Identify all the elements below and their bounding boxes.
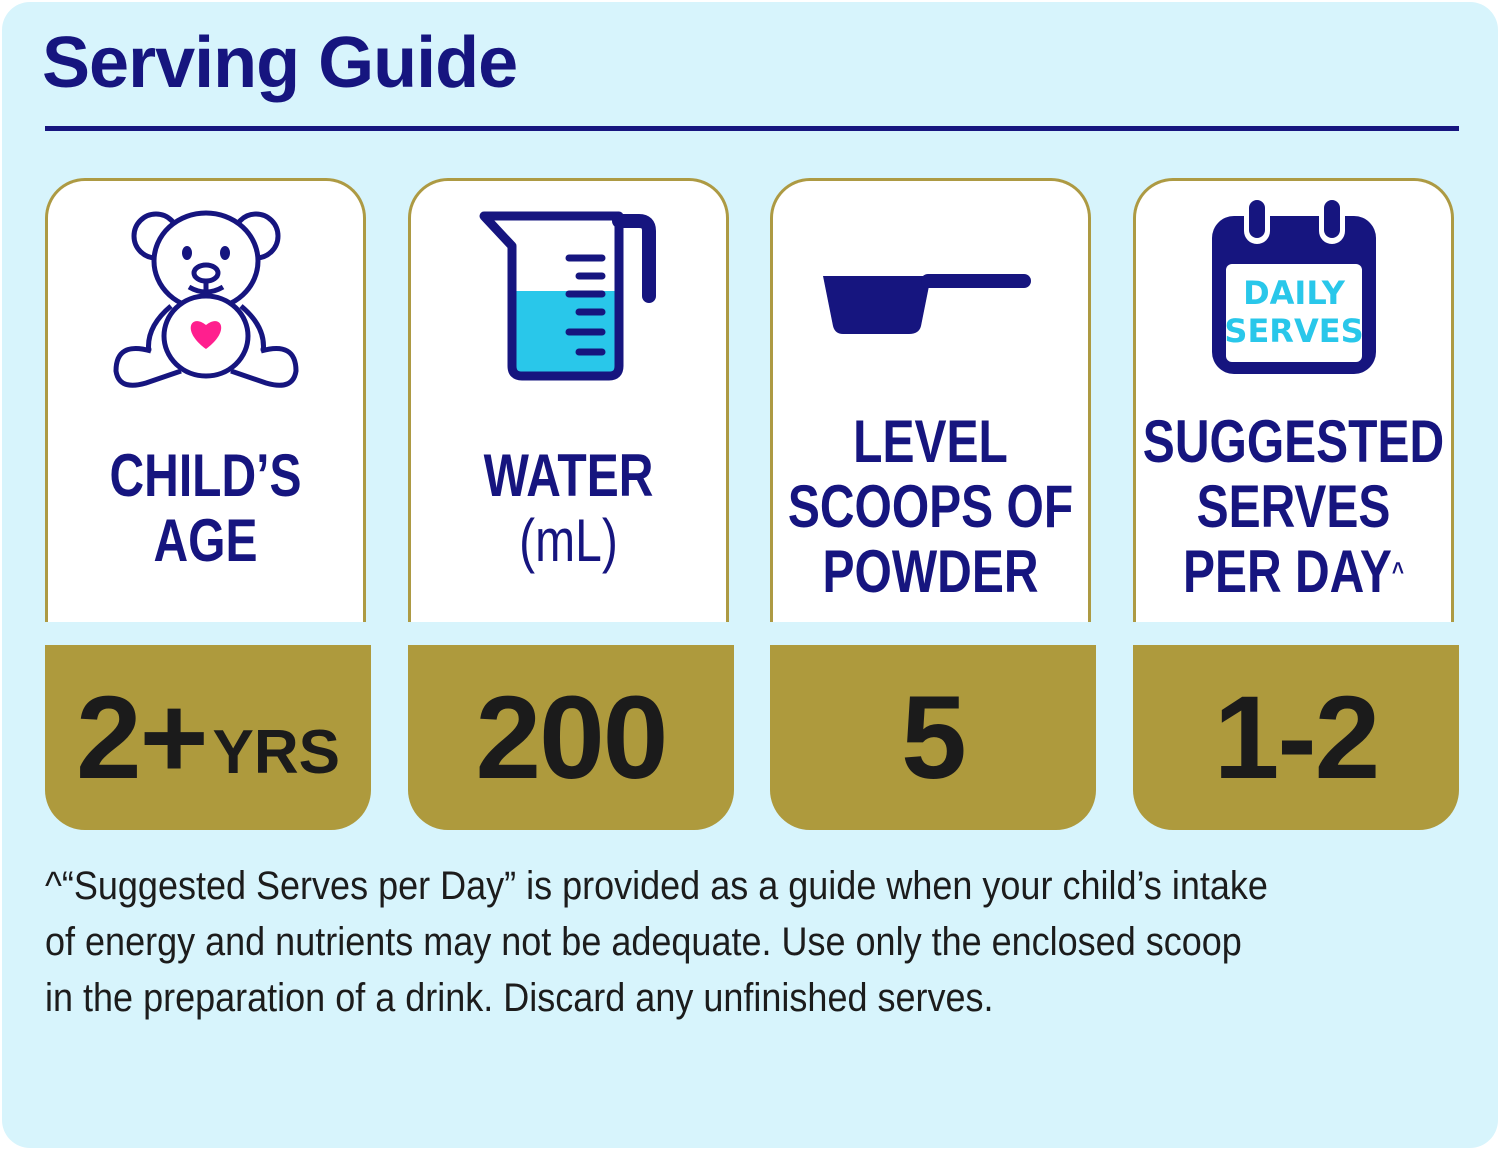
value-text: 2+ xyxy=(75,671,209,804)
calendar-icon: DAILY SERVES xyxy=(1136,181,1451,391)
label-line: AGE xyxy=(153,507,258,574)
footnote-line: ^“Suggested Serves per Day” is provided … xyxy=(45,864,1268,908)
label-line: (mL) xyxy=(519,507,618,574)
title-divider xyxy=(45,126,1459,131)
value-unit: YRS xyxy=(212,718,341,787)
card-serves-per-day: DAILY SERVES SUGGESTED SERVES PER DAY^ xyxy=(1133,178,1454,622)
scoop-icon xyxy=(773,181,1088,431)
measuring-jug-icon xyxy=(411,181,726,411)
footnote-line: of energy and nutrients may not be adequ… xyxy=(45,920,1242,964)
label-line: PER DAY xyxy=(1182,538,1392,605)
label-line: SERVES xyxy=(1196,473,1391,540)
label-line: CHILD’S xyxy=(109,442,302,509)
value-serves-per-day: 1-2 xyxy=(1133,645,1459,830)
label-line: SCOOPS OF xyxy=(787,473,1074,540)
value-water: 200 xyxy=(408,645,734,830)
calendar-text: DAILY xyxy=(1243,274,1346,312)
card-water: WATER (mL) xyxy=(408,178,729,622)
value-text: 1-2 xyxy=(1213,671,1381,804)
card-scoops: LEVEL SCOOPS OF POWDER xyxy=(770,178,1091,622)
page-title: Serving Guide xyxy=(42,23,518,103)
card-label: LEVEL SCOOPS OF POWDER xyxy=(773,409,1089,604)
footnote: ^“Suggested Serves per Day” is provided … xyxy=(45,858,1268,1026)
footnote-mark: ^ xyxy=(1391,556,1405,586)
label-line: WATER xyxy=(483,442,654,509)
card-childs-age: CHILD’S AGE xyxy=(45,178,366,622)
card-label: SUGGESTED SERVES PER DAY^ xyxy=(1136,409,1452,604)
label-line: SUGGESTED xyxy=(1142,408,1445,475)
card-label: CHILD’S AGE xyxy=(48,443,364,573)
value-scoops: 5 xyxy=(770,645,1096,830)
value-text: 200 xyxy=(475,671,669,804)
label-line: POWDER xyxy=(822,538,1039,605)
calendar-text: SERVES xyxy=(1224,312,1363,350)
label-line: LEVEL xyxy=(853,408,1008,475)
footnote-line: in the preparation of a drink. Discard a… xyxy=(45,976,994,1020)
teddy-bear-icon xyxy=(48,181,363,411)
card-label: WATER (mL) xyxy=(411,443,727,573)
value-text: 5 xyxy=(901,671,967,804)
value-childs-age: 2+ YRS xyxy=(45,645,371,830)
